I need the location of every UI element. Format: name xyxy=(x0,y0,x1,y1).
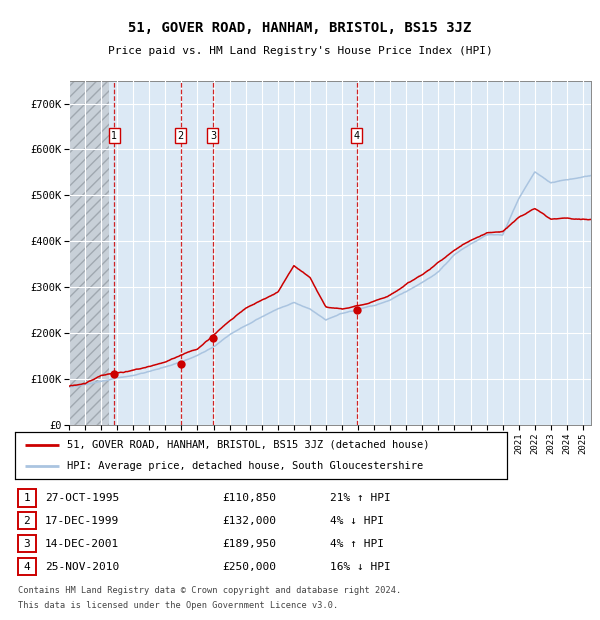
Text: £250,000: £250,000 xyxy=(222,562,276,572)
Text: 25-NOV-2010: 25-NOV-2010 xyxy=(45,562,119,572)
Text: 16% ↓ HPI: 16% ↓ HPI xyxy=(330,562,391,572)
Text: 2: 2 xyxy=(178,131,184,141)
Text: 3: 3 xyxy=(23,539,31,549)
Text: 21% ↑ HPI: 21% ↑ HPI xyxy=(330,493,391,503)
Text: 4% ↓ HPI: 4% ↓ HPI xyxy=(330,516,384,526)
Text: HPI: Average price, detached house, South Gloucestershire: HPI: Average price, detached house, Sout… xyxy=(67,461,423,471)
Text: 4: 4 xyxy=(353,131,359,141)
Text: 4% ↑ HPI: 4% ↑ HPI xyxy=(330,539,384,549)
Text: 2: 2 xyxy=(23,516,31,526)
Bar xyxy=(69,81,109,425)
Text: Price paid vs. HM Land Registry's House Price Index (HPI): Price paid vs. HM Land Registry's House … xyxy=(107,46,493,56)
Text: Contains HM Land Registry data © Crown copyright and database right 2024.: Contains HM Land Registry data © Crown c… xyxy=(18,586,401,595)
Text: 51, GOVER ROAD, HANHAM, BRISTOL, BS15 3JZ (detached house): 51, GOVER ROAD, HANHAM, BRISTOL, BS15 3J… xyxy=(67,440,429,450)
Text: 1: 1 xyxy=(23,493,31,503)
Text: This data is licensed under the Open Government Licence v3.0.: This data is licensed under the Open Gov… xyxy=(18,601,338,609)
Text: 14-DEC-2001: 14-DEC-2001 xyxy=(45,539,119,549)
Text: 51, GOVER ROAD, HANHAM, BRISTOL, BS15 3JZ: 51, GOVER ROAD, HANHAM, BRISTOL, BS15 3J… xyxy=(128,21,472,35)
Text: 4: 4 xyxy=(23,562,31,572)
Text: 3: 3 xyxy=(210,131,216,141)
Text: £132,000: £132,000 xyxy=(222,516,276,526)
Text: 27-OCT-1995: 27-OCT-1995 xyxy=(45,493,119,503)
Text: 1: 1 xyxy=(111,131,118,141)
Text: 17-DEC-1999: 17-DEC-1999 xyxy=(45,516,119,526)
Text: £189,950: £189,950 xyxy=(222,539,276,549)
Text: £110,850: £110,850 xyxy=(222,493,276,503)
